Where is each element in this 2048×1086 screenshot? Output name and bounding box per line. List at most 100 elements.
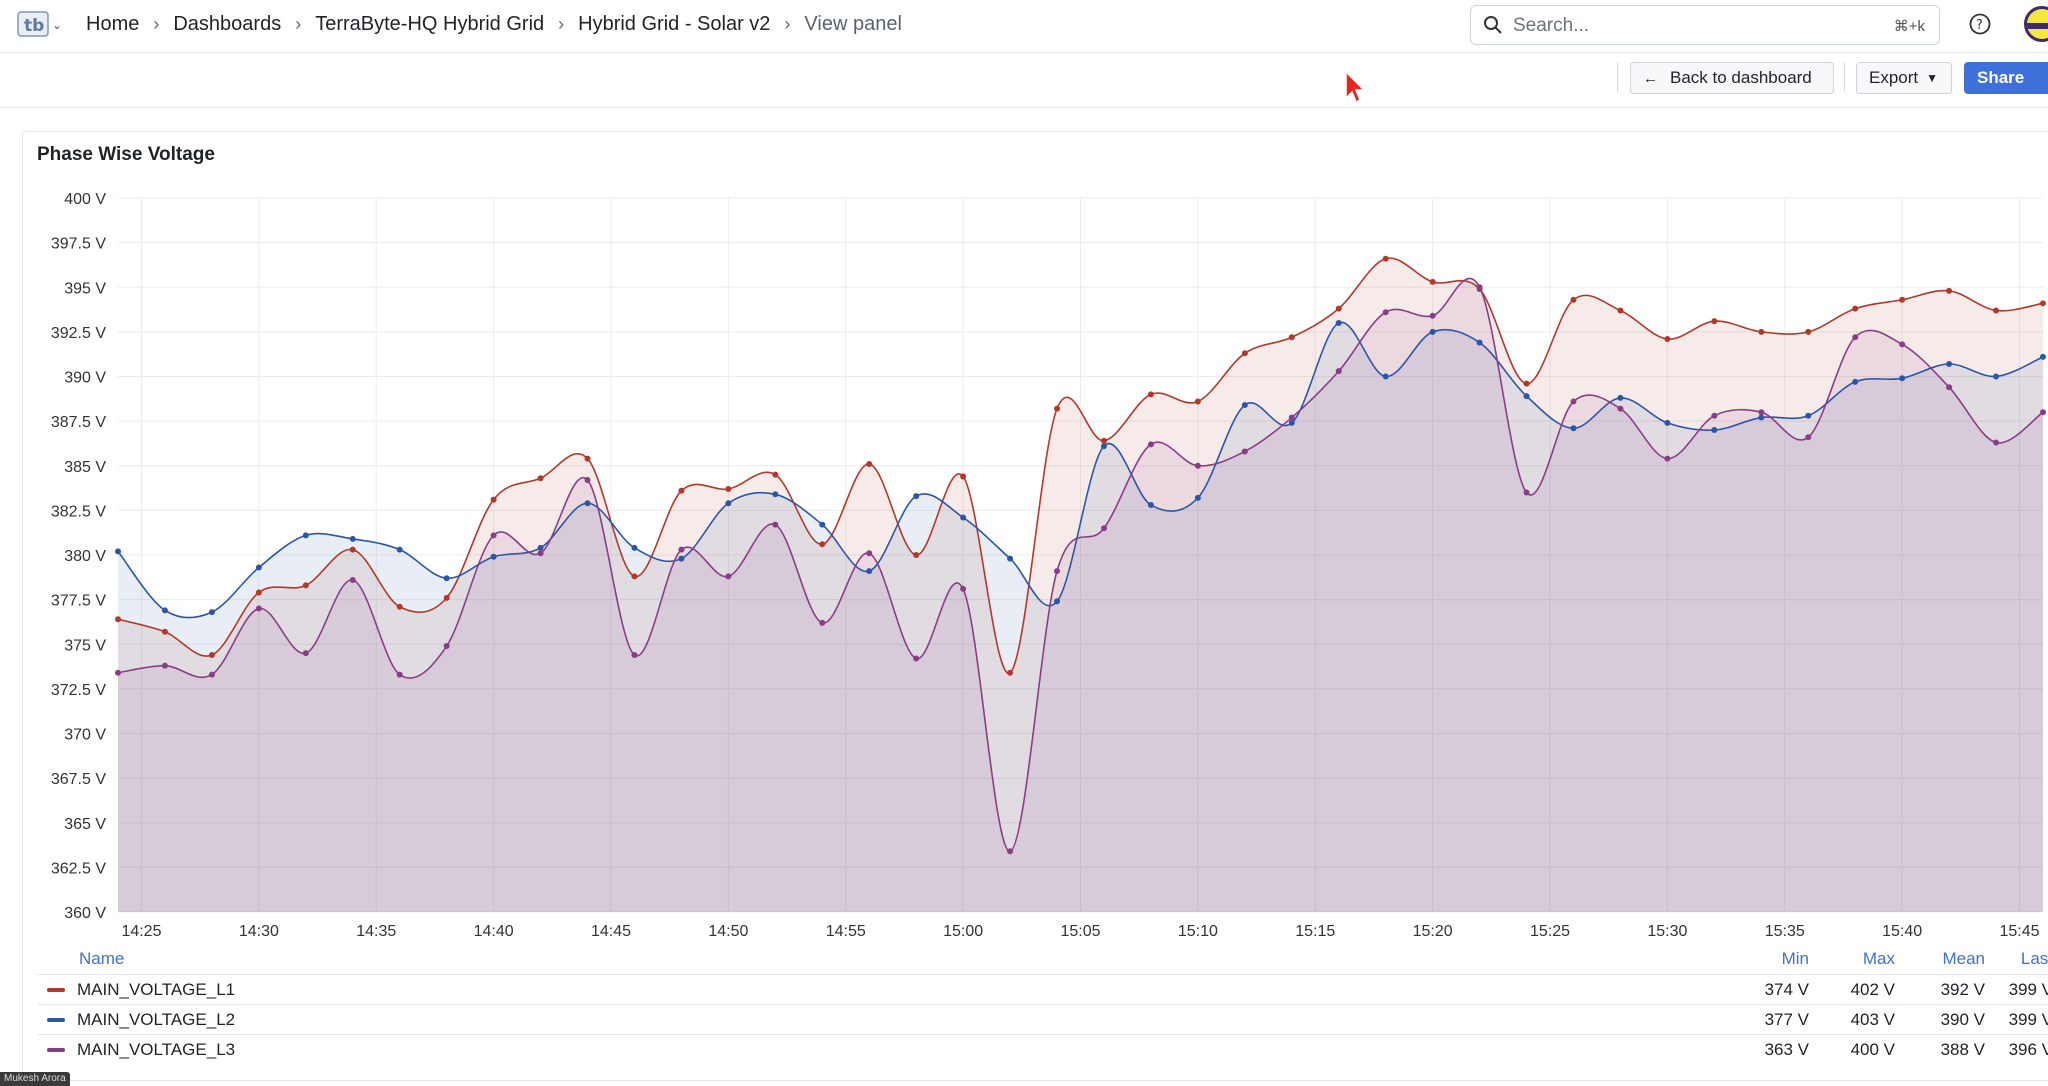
share-button[interactable]: Share [1964,62,2048,94]
data-point-l1 [725,485,732,492]
legend-swatch-l1 [47,988,65,992]
app-logo-icon[interactable]: tb [16,10,50,40]
data-point-l2 [161,607,168,614]
breadcrumb-separator-icon: › [295,14,302,34]
breadcrumb: Home › Dashboards › TerraByte-HQ Hybrid … [86,13,902,36]
data-point-l1 [1805,328,1812,335]
x-tick-label: 14:45 [591,923,631,940]
data-point-l1 [490,496,497,503]
data-point-l1 [678,487,685,494]
data-point-l3 [819,619,826,626]
breadcrumb-home[interactable]: Home [86,13,140,35]
data-point-l3 [913,655,920,662]
y-tick-label: 385 V [64,459,106,476]
x-tick-label: 15:10 [1178,923,1218,940]
legend-row-l3[interactable]: MAIN_VOLTAGE_L3 363 V 400 V 388 V 396 V [37,1034,2048,1064]
top-navbar: tb ⌄ Home › Dashboards › TerraByte-HQ Hy… [0,0,2048,53]
panel-title: Phase Wise Voltage [37,144,215,165]
legend-row-l1[interactable]: MAIN_VOLTAGE_L1 374 V 402 V 392 V 399 V [37,974,2048,1004]
panel-toolbar: ← Back to dashboard Export ▼ Share [0,52,2048,108]
help-icon[interactable]: ? [1968,12,1992,41]
data-point-l1 [349,546,356,553]
svg-text:?: ? [1976,18,1983,33]
legend-min: 377 V [1764,1010,1809,1029]
series-line-l3 [117,277,2044,853]
data-point-l3 [866,550,873,557]
data-point-l2 [1899,375,1906,382]
back-to-dashboard-button[interactable]: ← Back to dashboard [1630,62,1834,94]
data-point-l2 [1852,378,1859,385]
breadcrumb-separator-icon: › [784,14,791,34]
breadcrumb-separator-icon: › [558,14,565,34]
data-point-l1 [819,541,826,548]
data-point-l3 [1993,439,2000,446]
x-tick-label: 14:30 [239,923,279,940]
avatar[interactable] [2024,6,2048,42]
data-point-l2 [1523,393,1530,400]
data-point-l2 [1570,425,1577,432]
x-tick-label: 14:35 [356,923,396,940]
data-point-l3 [1288,414,1295,421]
legend-name[interactable]: MAIN_VOLTAGE_L3 [77,1040,236,1059]
breadcrumb-dashboard[interactable]: Hybrid Grid - Solar v2 [578,13,771,35]
mouse-cursor-icon [1344,70,1366,109]
logo-chevron-down-icon[interactable]: ⌄ [52,18,63,32]
data-point-l2 [913,493,920,500]
data-point-l2 [2040,353,2046,360]
x-tick-label: 15:40 [1882,923,1922,940]
data-point-l3 [1617,405,1624,412]
legend-header-min[interactable]: Min [1781,949,1809,968]
breadcrumb-dashboards[interactable]: Dashboards [173,13,282,35]
data-point-l3 [631,651,638,658]
legend-name[interactable]: MAIN_VOLTAGE_L2 [77,1010,236,1029]
data-point-l1 [1429,278,1436,285]
legend-header-name[interactable]: Name [79,949,125,968]
series-area-l2 [118,322,2043,912]
data-point-l1 [960,473,967,480]
y-tick-label: 372.5 V [51,682,106,699]
x-tick-label: 15:45 [2000,923,2040,940]
data-point-l3 [1147,441,1154,448]
search-input[interactable] [1511,12,1845,40]
data-point-l3 [1429,312,1436,319]
data-point-l2 [396,546,403,553]
legend-mean: 392 V [1940,980,1985,999]
legend-row-l2[interactable]: MAIN_VOLTAGE_L2 377 V 403 V 390 V 399 V [37,1004,2048,1034]
search-box[interactable]: ⌘+k [1470,5,1940,45]
legend-header-mean[interactable]: Mean [1942,949,1985,968]
y-tick-label: 392.5 V [51,325,106,342]
data-point-l2 [115,548,121,555]
data-point-l1 [443,594,450,601]
data-point-l2 [443,575,450,582]
data-point-l1 [161,628,168,635]
breadcrumb-folder[interactable]: TerraByte-HQ Hybrid Grid [315,13,545,35]
toolbar-divider [1617,62,1618,92]
x-tick-label: 15:05 [1060,923,1100,940]
data-point-l2 [1007,555,1014,562]
legend-max: 403 V [1850,1010,1895,1029]
data-point-l3 [490,532,497,539]
user-tag: Mukesh Arora [0,1072,70,1086]
data-point-l1 [1007,669,1014,676]
legend-last: 399 V [2008,1010,2048,1029]
voltage-chart[interactable]: 400 V 397.5 V 395 V 392.5 V 390 V 387.5 V 385 … [23,132,2048,952]
legend-name[interactable]: MAIN_VOLTAGE_L1 [77,980,236,999]
export-button[interactable]: Export ▼ [1856,62,1952,94]
legend-header-last[interactable]: Last [2020,949,2048,968]
data-point-l1 [1194,398,1201,405]
legend-max: 402 V [1850,980,1895,999]
data-point-l3 [725,573,732,580]
data-point-l1 [1617,307,1624,314]
data-point-l2 [537,544,544,551]
data-point-l3 [208,671,215,678]
data-point-l3 [1241,448,1248,455]
legend-header-max[interactable]: Max [1862,949,1895,968]
data-point-l1 [1147,391,1154,398]
data-point-l2 [1664,419,1671,426]
data-point-l3 [1194,462,1201,469]
data-point-l2 [1241,402,1248,409]
data-point-l2 [1147,502,1154,509]
legend-mean: 388 V [1940,1040,1985,1059]
data-point-l3 [161,662,168,669]
data-point-l3 [1007,848,1014,855]
